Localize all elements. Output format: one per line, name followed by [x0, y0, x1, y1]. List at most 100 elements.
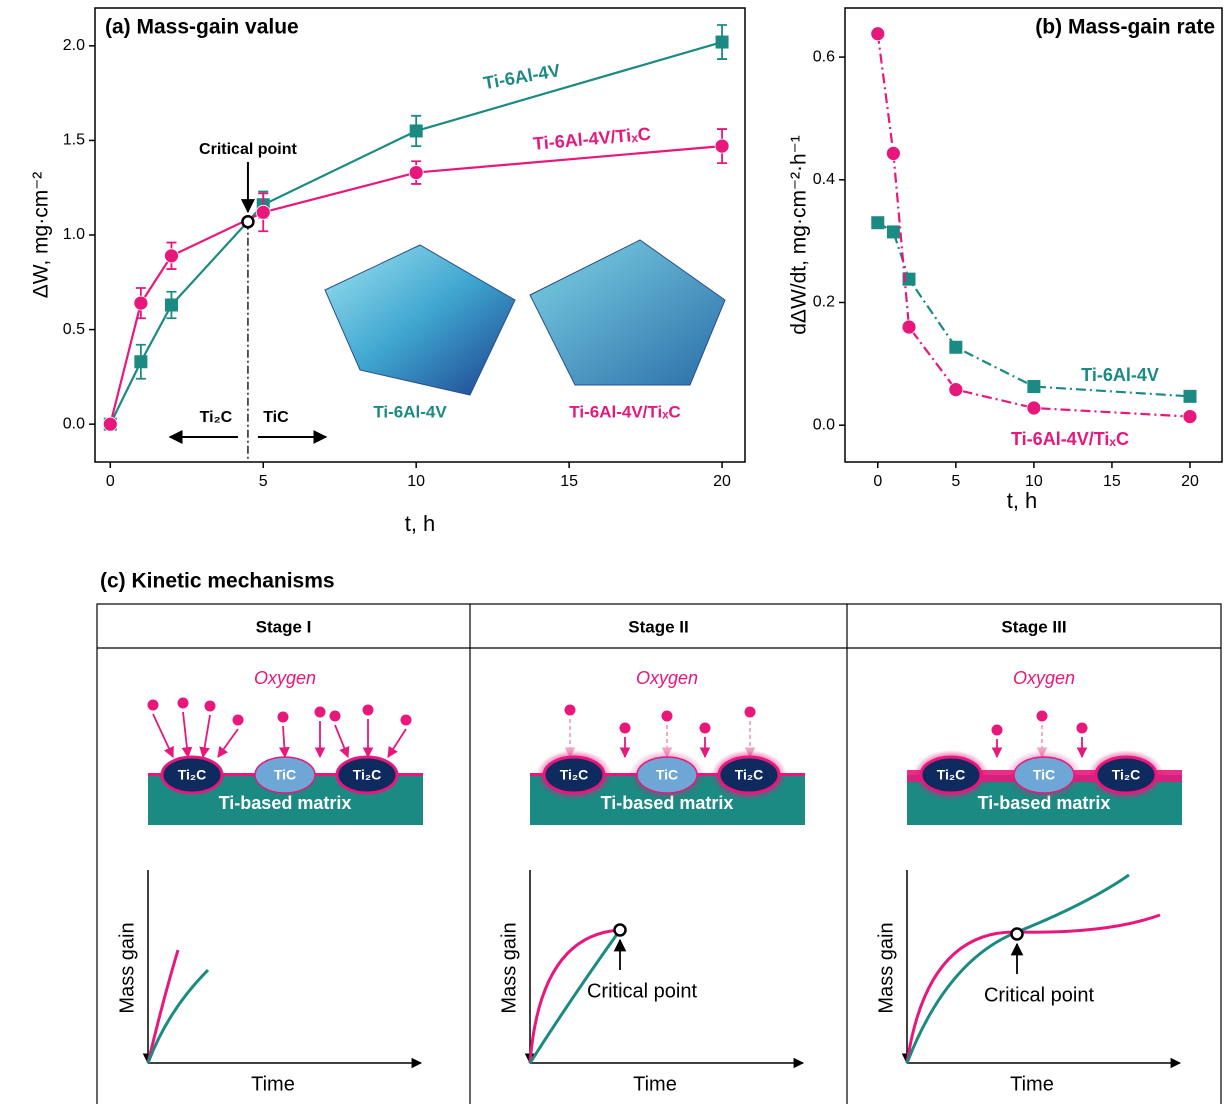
gas-label: Oxygen	[1013, 668, 1075, 688]
stage-title: Stage I	[256, 617, 312, 636]
x-tick-label: 5	[259, 473, 268, 490]
inset-label: Ti-6Al-4V/TiₓC	[569, 402, 680, 421]
data-point	[256, 205, 270, 219]
mini-x-label: Time	[633, 1073, 677, 1095]
y-tick-label: 1.0	[63, 226, 85, 243]
inset-label: Ti-6Al-4V	[373, 402, 447, 421]
data-point	[949, 383, 963, 397]
chart-title: (a) Mass-gain value	[105, 16, 299, 39]
series-line	[878, 34, 1190, 417]
x-tick-label: 0	[106, 473, 115, 490]
legend-label: Ti-6Al-4V/TiₓC	[1011, 429, 1129, 449]
particle-label: Ti₂C	[353, 767, 382, 783]
oxygen-dot	[315, 707, 326, 718]
plot-frame	[95, 8, 745, 462]
legend-label: Ti-6Al-4V	[482, 60, 562, 93]
stage-title: Stage II	[628, 617, 688, 636]
data-point	[1183, 390, 1196, 403]
y-tick-label: 0.6	[813, 48, 835, 65]
data-point	[1027, 380, 1040, 393]
critical-point	[242, 216, 253, 227]
mini-y-label: Mass gain	[116, 922, 138, 1013]
figure: (a) Mass-gain value051015200.00.51.01.52…	[0, 0, 1227, 1104]
legend-label: Ti-6Al-4V/TiₓC	[532, 124, 651, 154]
particle-label: TiC	[656, 767, 678, 783]
oxygen-arrow	[153, 714, 173, 757]
mini-curve	[148, 970, 208, 1063]
data-point	[164, 249, 178, 263]
x-tick-label: 15	[1103, 473, 1121, 490]
phase-label: TiC	[263, 409, 289, 426]
mini-axes	[148, 870, 421, 1063]
oxygen-dot	[178, 698, 189, 709]
gas-label: Oxygen	[636, 668, 698, 688]
mini-annotation: Critical point	[587, 980, 697, 1002]
diagram-title: (c) Kinetic mechanisms	[100, 570, 335, 593]
oxygen-dot	[205, 701, 216, 712]
matrix-label: Ti-based matrix	[219, 793, 352, 813]
y-tick-label: 0.0	[63, 415, 85, 432]
oxygen-dot	[148, 700, 159, 711]
x-tick-label: 10	[407, 473, 425, 490]
data-point	[886, 146, 900, 160]
particle-label: TiC	[274, 767, 296, 783]
oxygen-dot	[620, 723, 631, 734]
oxygen-dot	[1037, 711, 1048, 722]
x-axis-label: t, h	[1007, 488, 1038, 513]
oxygen-arrow	[218, 729, 238, 757]
x-tick-label: 0	[873, 473, 882, 490]
data-point	[134, 296, 148, 310]
particle-label: Ti₂C	[735, 767, 764, 783]
oxygen-dot	[330, 711, 341, 722]
data-point	[1183, 410, 1197, 424]
mini-critical-point	[1012, 929, 1023, 940]
data-point	[716, 36, 729, 49]
data-point	[134, 355, 147, 368]
oxygen-dot	[363, 705, 374, 716]
phase-label: Ti₂C	[200, 409, 233, 426]
y-axis-label: dΔW/dt, mg·cm⁻²·h⁻¹	[788, 135, 811, 335]
data-point	[871, 27, 885, 41]
oxygen-dot	[233, 715, 244, 726]
chart-title: (b) Mass-gain rate	[1035, 16, 1215, 39]
oxygen-dot	[401, 715, 412, 726]
mini-x-label: Time	[1010, 1073, 1054, 1095]
oxygen-dot	[662, 711, 673, 722]
data-point	[871, 216, 884, 229]
inset-images	[325, 240, 725, 395]
x-tick-label: 20	[1181, 473, 1199, 490]
oxygen-arrow	[388, 729, 406, 757]
mini-axes	[530, 870, 803, 1063]
oxygen-dot	[992, 725, 1003, 736]
particle-label: Ti₂C	[937, 767, 966, 783]
y-tick-label: 0.0	[813, 416, 835, 433]
x-tick-label: 5	[951, 473, 960, 490]
legend-label: Ti-6Al-4V	[1081, 365, 1159, 385]
data-point	[1027, 401, 1041, 415]
oxygen-dot	[700, 723, 711, 734]
oxygen-dot	[745, 707, 756, 718]
y-tick-label: 0.5	[63, 321, 85, 338]
particle-label: Ti₂C	[178, 767, 207, 783]
oxygen-dot	[278, 712, 289, 723]
oxygen-arrow	[283, 726, 285, 757]
x-axis-label: t, h	[405, 511, 436, 536]
mini-curve	[148, 950, 178, 1063]
data-point	[887, 225, 900, 238]
oxygen-arrow	[183, 712, 188, 757]
data-point	[103, 417, 117, 431]
mini-axes	[907, 870, 1180, 1063]
oxygen-dot	[565, 705, 576, 716]
mini-y-label: Mass gain	[498, 922, 520, 1013]
y-tick-label: 1.5	[63, 132, 85, 149]
gas-label: Oxygen	[254, 668, 316, 688]
y-tick-label: 0.4	[813, 171, 835, 188]
critical-label: Critical point	[199, 141, 297, 158]
data-point	[902, 320, 916, 334]
particle-label: Ti₂C	[1112, 767, 1141, 783]
data-point	[410, 124, 423, 137]
data-point	[409, 166, 423, 180]
oxygen-dot	[1077, 723, 1088, 734]
particle-label: TiC	[1033, 767, 1055, 783]
oxygen-arrow	[335, 725, 348, 757]
